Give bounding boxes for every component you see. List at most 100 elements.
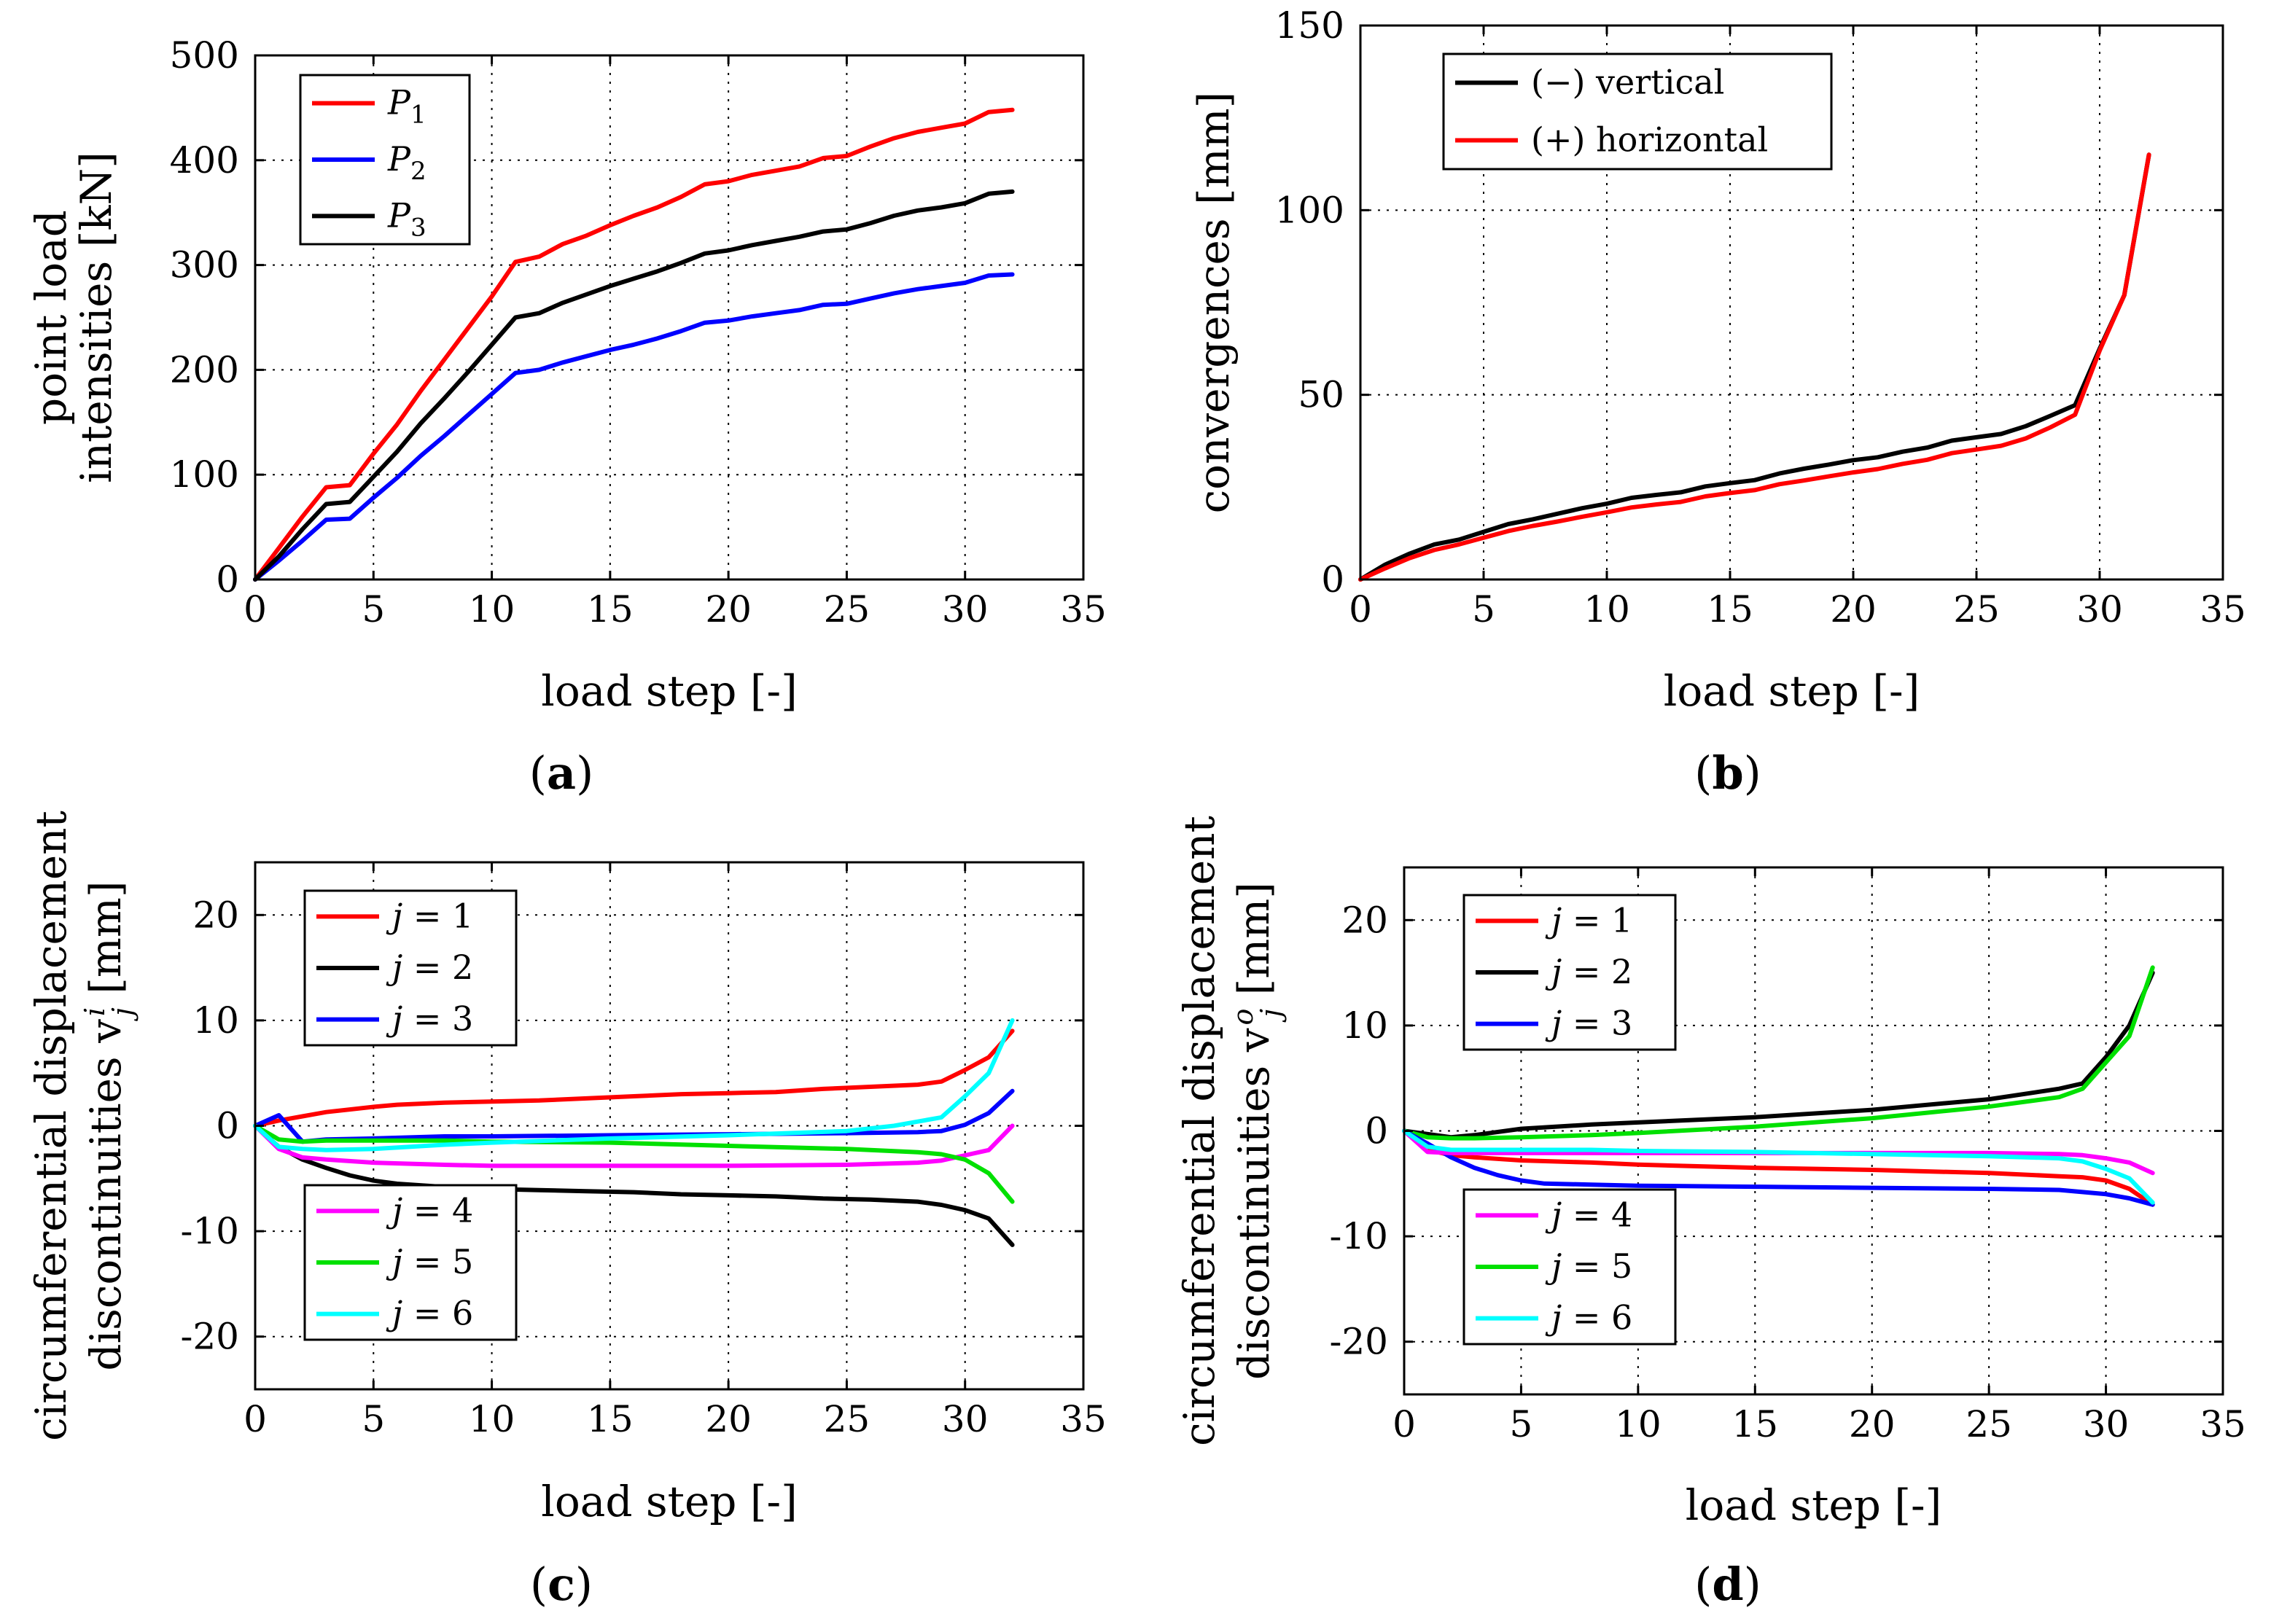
chart-a: 0 5 10 15 20 25 30 35 0 100 200 300 400 500 load step …: [26, 34, 1107, 800]
series-line-j-6: [1402, 1128, 2155, 1205]
y-tick-label: 0: [1321, 558, 1344, 601]
subfigure-caption: (c): [530, 1558, 593, 1611]
y-axis-label: discontinuities vij [mm]: [79, 881, 139, 1370]
y-tick-label: 150: [1275, 4, 1344, 47]
x-tick-label: 5: [1510, 1403, 1533, 1445]
series-line-j-6: [253, 1018, 1015, 1152]
series-line-p3: [253, 189, 1015, 582]
series-line-j-2: [253, 1123, 1015, 1247]
legend-label: (−) vertical: [1531, 63, 1724, 102]
y-tick-label: 20: [192, 894, 239, 936]
series-line-j-5: [253, 1123, 1015, 1204]
y-axis-label: convergences [mm]: [1189, 92, 1239, 514]
x-tick-label: 5: [1472, 588, 1495, 631]
x-axis-label: load step [-]: [541, 666, 797, 716]
series-line-p1: [253, 107, 1015, 582]
plot-frame: [254, 54, 1085, 581]
series-line--horizontal: [1358, 152, 2151, 582]
series-group: [253, 107, 1015, 582]
legend-label: j = 1: [386, 896, 473, 935]
series-line-j-2: [1402, 970, 2155, 1140]
x-tick-label: 30: [942, 1398, 989, 1440]
y-axis-label: circumferential displacement: [1175, 816, 1224, 1446]
plot-frame: [1359, 24, 2224, 581]
x-tick-label: 25: [824, 1398, 870, 1440]
y-tick-label: 10: [1341, 1004, 1388, 1047]
x-tick-label: 35: [1060, 588, 1107, 631]
legend-label: P3: [387, 195, 426, 242]
x-tick-label: 15: [1707, 588, 1753, 631]
series-line-j-3: [1402, 1128, 2155, 1207]
ticks: 0 5 10 15 20 25 30 35 -20 -10 0 10 20: [1329, 867, 2246, 1445]
y-tick-label: 0: [216, 558, 239, 601]
ticks: 0 5 10 15 20 25 30 35 0 50 100 150: [1275, 4, 2246, 631]
legend-top-left: P1 P2 P3: [299, 74, 471, 246]
y-tick-label: 20: [1341, 899, 1388, 941]
x-tick-label: 10: [1615, 1403, 1662, 1445]
y-tick-label: 200: [170, 348, 239, 391]
x-tick-label: 20: [1830, 588, 1877, 631]
series-group: [1358, 152, 2151, 582]
legend-label: j = 5: [386, 1242, 473, 1281]
legend-label: j = 6: [386, 1294, 473, 1333]
x-tick-label: 5: [362, 588, 385, 631]
legend-label: j = 1: [1545, 900, 1632, 940]
y-axis-label: point load: [26, 210, 76, 425]
x-tick-label: 0: [244, 588, 267, 631]
y-tick-label: 400: [170, 139, 239, 181]
x-tick-label: 30: [2076, 588, 2123, 631]
legend-bottom-left: j = 4 j = 5 j = 6: [1462, 1188, 1677, 1346]
x-tick-label: 15: [587, 588, 634, 631]
x-tick-label: 5: [362, 1398, 385, 1440]
ticks: 0 5 10 15 20 25 30 35 -20 -10 0 10 20: [180, 862, 1107, 1440]
x-tick-label: 20: [705, 1398, 752, 1440]
legend-label: j = 3: [386, 999, 473, 1039]
subfigure-caption: (a): [529, 746, 594, 800]
legend-top-left: j = 1 j = 2 j = 3: [303, 889, 518, 1047]
series-line-j-5: [1402, 965, 2155, 1141]
legend-label: (+) horizontal: [1531, 120, 1768, 160]
y-tick-label: 100: [1275, 189, 1344, 231]
legend-top-left: (−) vertical (+) horizontal: [1442, 52, 1833, 171]
y-tick-label: 100: [170, 453, 239, 496]
x-axis-label: load step [-]: [1686, 1480, 1941, 1530]
y-tick-label: -20: [1329, 1321, 1388, 1363]
x-tick-label: 0: [1392, 1403, 1416, 1445]
x-tick-label: 30: [2083, 1403, 2130, 1445]
y-axis-label: circumferential displacement: [26, 811, 76, 1441]
ticks: 0 5 10 15 20 25 30 35 0 100 200 300 400 500: [170, 34, 1107, 631]
x-axis-label: load step [-]: [1664, 666, 1920, 716]
y-tick-label: -10: [1329, 1215, 1388, 1257]
x-tick-label: 25: [1953, 588, 2000, 631]
x-tick-label: 20: [705, 588, 752, 631]
x-tick-label: 0: [244, 1398, 267, 1440]
legend-label: j = 4: [386, 1190, 473, 1230]
series-group: [1402, 965, 2155, 1207]
chart-b: 0 5 10 15 20 25 30 35 0 50 100 150 load step [-] conv…: [1189, 4, 2246, 800]
legend-bottom-left: j = 4 j = 5 j = 6: [303, 1184, 518, 1341]
x-tick-label: 35: [2200, 1403, 2246, 1445]
legend-label: j = 6: [1545, 1298, 1632, 1338]
x-tick-label: 0: [1349, 588, 1372, 631]
y-tick-label: 0: [1365, 1110, 1388, 1152]
legend-label: j = 4: [1545, 1195, 1632, 1234]
legend-label: P1: [387, 83, 426, 130]
x-tick-label: 10: [469, 588, 515, 631]
y-tick-label: -10: [180, 1210, 239, 1252]
series-line--vertical: [1358, 152, 2151, 582]
series-line-j-1: [253, 1028, 1015, 1128]
y-tick-label: 500: [170, 34, 239, 77]
y-axis-label: intensities [kN]: [71, 152, 121, 483]
x-tick-label: 35: [1060, 1398, 1107, 1440]
legend-label: j = 2: [1545, 952, 1632, 991]
x-tick-label: 10: [1584, 588, 1630, 631]
chart-c: 0 5 10 15 20 25 30 35 -20 -10 0 10 20 load step [-] ci…: [26, 811, 1107, 1611]
legend-top-left: j = 1 j = 2 j = 3: [1462, 894, 1677, 1051]
legend-label: P2: [387, 139, 426, 186]
y-tick-label: 50: [1298, 374, 1344, 416]
y-tick-label: 0: [216, 1105, 239, 1147]
x-tick-label: 30: [942, 588, 989, 631]
series-line-j-1: [1402, 1128, 2155, 1207]
y-tick-label: 10: [192, 999, 239, 1042]
